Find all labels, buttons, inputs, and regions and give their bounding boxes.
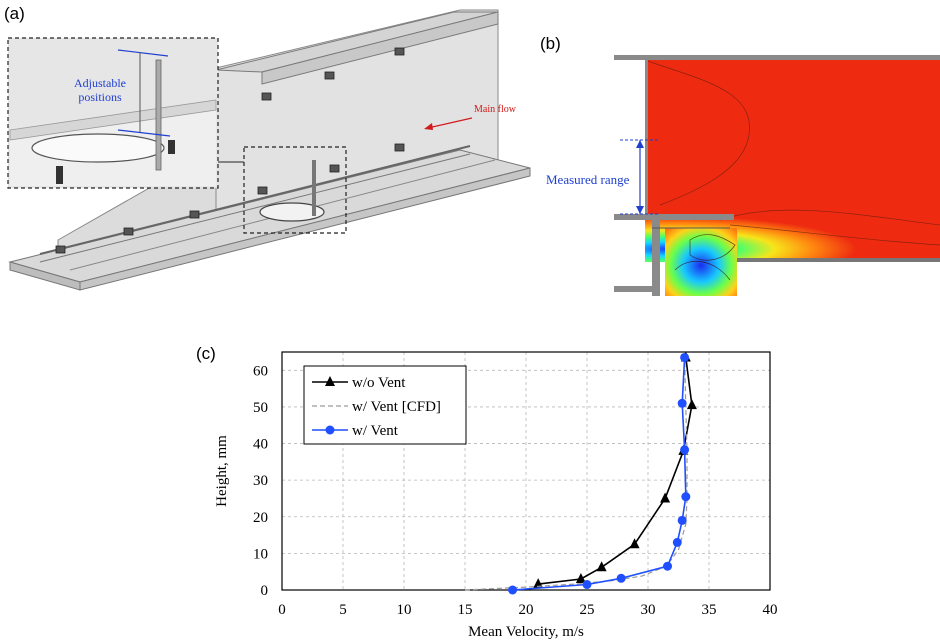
- data-point-circle: [677, 398, 687, 408]
- main-flow-arrow: [427, 117, 473, 129]
- legend-entry-3: w/ Vent: [312, 423, 399, 439]
- data-point-triangle: [575, 573, 586, 584]
- series-3: [508, 352, 691, 595]
- detail-box: [243, 146, 347, 234]
- data-point-circle: [680, 352, 690, 362]
- legend-label: w/o Vent: [352, 375, 406, 391]
- data-point-circle: [677, 515, 687, 525]
- data-point-circle: [325, 425, 335, 435]
- inset-label-line1: Adjustable: [74, 76, 126, 90]
- inset-label-line2: positions: [78, 90, 122, 104]
- data-point-circle: [663, 561, 673, 571]
- y-tick-labels: 0 10 20 30 40 50 60: [253, 363, 268, 599]
- plot-frame: [281, 351, 771, 591]
- y-tick-label: 40: [253, 437, 268, 453]
- panel-a-illustration: Adjustable positions Main flow: [7, 9, 531, 291]
- x-tick-label: 25: [580, 602, 595, 618]
- y-tick-label: 60: [253, 363, 268, 379]
- series-line: [464, 357, 688, 591]
- legend-entry-2: w/ Vent [CFD]: [312, 399, 441, 415]
- legend-entry-1: w/o Vent: [312, 375, 406, 391]
- data-point-circle: [582, 580, 592, 590]
- data-point-triangle: [596, 561, 607, 572]
- x-tick-labels: 0 5 10 15 20 25 30 35 40: [278, 602, 777, 618]
- data-point-triangle: [660, 492, 671, 503]
- data-point-circle: [672, 537, 682, 547]
- legend-label: w/ Vent: [352, 423, 399, 439]
- series-line: [512, 357, 687, 591]
- panel-a-label: (a): [4, 4, 25, 23]
- data-point-circle: [680, 445, 690, 455]
- x-tick-label: 5: [339, 602, 347, 618]
- main-flow-label: Main flow: [474, 104, 517, 115]
- series-line: [538, 357, 693, 585]
- y-tick-label: 30: [253, 473, 268, 489]
- data-point-circle: [508, 585, 518, 595]
- data-point-circle: [681, 492, 691, 502]
- panel-b-label: (b): [540, 34, 561, 53]
- vent-opening: [259, 202, 325, 222]
- panel-c-label: (c): [196, 344, 216, 363]
- x-tick-label: 35: [702, 602, 717, 618]
- x-tick-label: 30: [641, 602, 656, 618]
- data-point-circle: [616, 573, 626, 583]
- x-tick-label: 40: [763, 602, 778, 618]
- y-tick-label: 0: [261, 583, 269, 599]
- series-2: [464, 357, 688, 591]
- data-point-triangle: [686, 399, 697, 410]
- data-point-triangle: [325, 376, 335, 386]
- data-point-triangle: [629, 538, 640, 549]
- chart-series: [464, 351, 697, 595]
- chart-legend: w/o Vent w/ Vent [CFD] w/ Vent: [303, 365, 467, 445]
- x-tick-label: 0: [278, 602, 286, 618]
- x-axis-label: Mean Velocity, m/s: [468, 624, 584, 640]
- y-tick-label: 50: [253, 400, 268, 416]
- x-tick-label: 20: [519, 602, 534, 618]
- x-tick-label: 10: [397, 602, 412, 618]
- y-axis-label: Height, mm: [214, 435, 230, 507]
- y-tick-label: 10: [253, 546, 268, 562]
- x-tick-label: 15: [458, 602, 473, 618]
- legend-label: w/ Vent [CFD]: [352, 399, 441, 415]
- y-tick-label: 20: [253, 510, 268, 526]
